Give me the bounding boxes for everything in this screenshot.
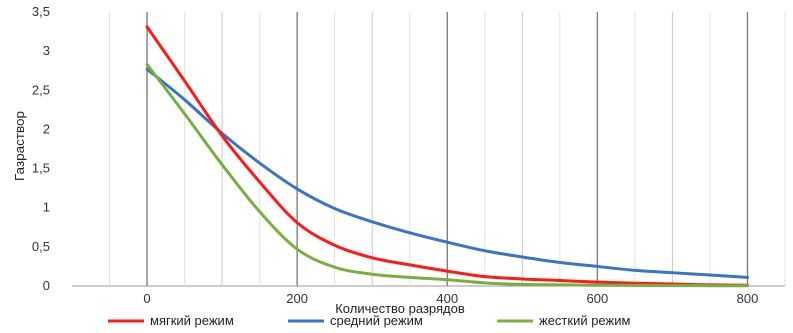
series-line (145, 25, 749, 287)
series-lines (145, 25, 749, 288)
x-tick-label: 600 (587, 291, 609, 306)
legend-label: жесткий режим (539, 313, 630, 328)
x-axis-title: Количество разрядов (335, 301, 465, 316)
y-axis-title: Газраствор (12, 111, 27, 181)
x-axis-ticks: 0 200 400 600 800 (143, 291, 758, 306)
y-tick-label: 0,5 (32, 239, 50, 254)
y-tick-label: 0 (43, 278, 50, 293)
legend-label: мягкий режим (150, 313, 234, 328)
grid (72, 12, 786, 287)
legend-label: средний режим (330, 313, 423, 328)
y-tick-label: 3,5 (32, 4, 50, 19)
x-tick-label: 0 (143, 291, 150, 306)
x-tick-label: 800 (737, 291, 759, 306)
x-tick-label: 200 (286, 291, 308, 306)
series-line (145, 62, 749, 288)
y-tick-label: 2,5 (32, 82, 50, 97)
y-tick-label: 3 (43, 43, 50, 58)
y-tick-label: 1 (43, 200, 50, 215)
series-line (145, 67, 749, 279)
y-tick-label: 1,5 (32, 161, 50, 176)
y-axis-ticks: 0 0,5 1 1,5 2 2,5 3 3,5 (32, 4, 50, 293)
x-tick-label: 400 (436, 291, 458, 306)
y-tick-label: 2 (43, 121, 50, 136)
legend: мягкий режим средний режим жесткий режим (108, 313, 630, 328)
